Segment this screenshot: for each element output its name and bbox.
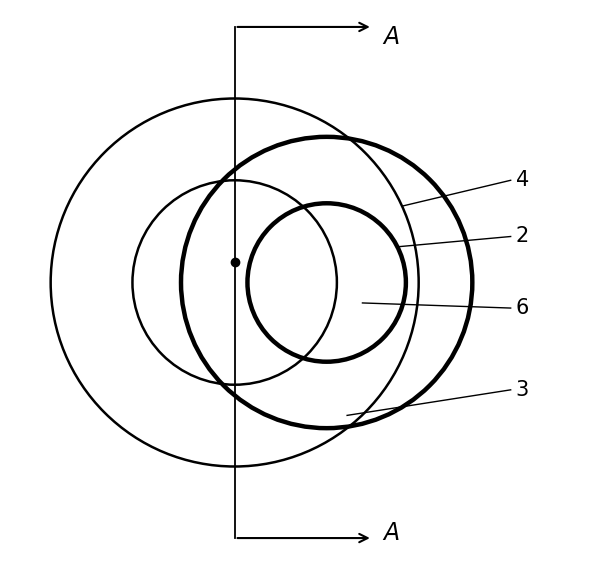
Text: A: A [383,521,399,545]
Text: A: A [383,25,399,49]
Text: 3: 3 [516,380,529,400]
Text: 6: 6 [516,298,529,318]
Text: 4: 4 [516,170,529,190]
Text: 2: 2 [516,227,529,246]
